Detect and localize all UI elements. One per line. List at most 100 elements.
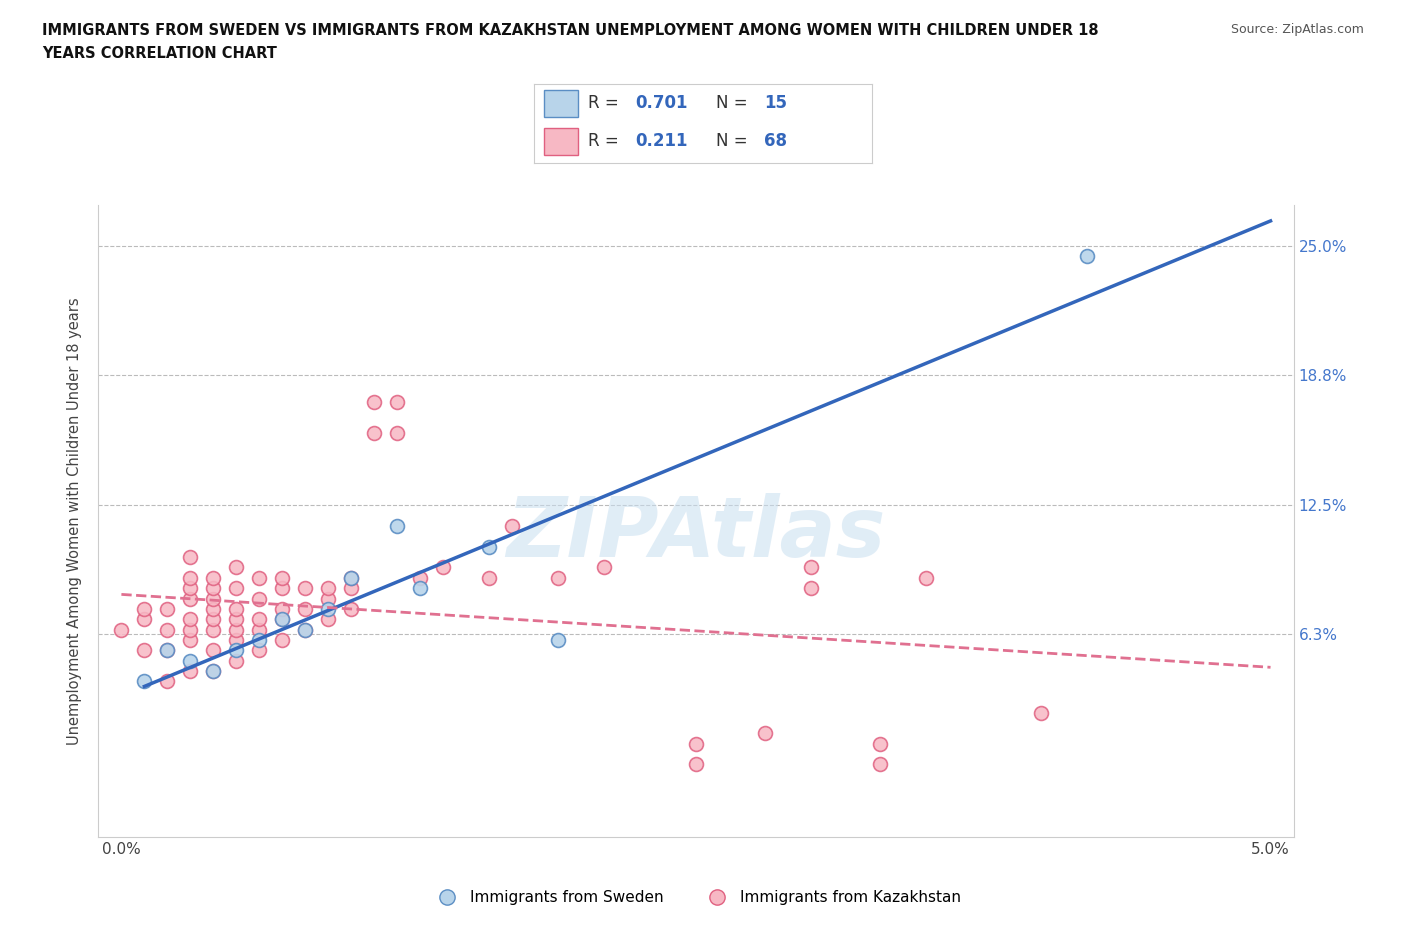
Point bbox=[869, 757, 891, 772]
Text: R =: R = bbox=[588, 95, 624, 113]
Point bbox=[179, 622, 201, 637]
Point bbox=[478, 570, 501, 585]
Point bbox=[179, 653, 201, 668]
Point bbox=[156, 643, 179, 658]
Point bbox=[271, 602, 294, 617]
Point bbox=[225, 580, 247, 595]
Point bbox=[340, 570, 363, 585]
Point bbox=[271, 612, 294, 627]
Point bbox=[179, 580, 201, 595]
Point bbox=[385, 519, 409, 534]
Bar bbox=[544, 128, 578, 155]
Point bbox=[225, 612, 247, 627]
Point bbox=[202, 664, 225, 679]
Point bbox=[179, 664, 201, 679]
Point bbox=[316, 602, 339, 617]
Point bbox=[294, 602, 316, 617]
Point bbox=[294, 622, 316, 637]
Point bbox=[225, 632, 247, 647]
Point bbox=[247, 643, 270, 658]
Text: 0.701: 0.701 bbox=[636, 95, 688, 113]
Point bbox=[363, 394, 385, 409]
Point bbox=[247, 570, 270, 585]
Point bbox=[294, 622, 316, 637]
Point bbox=[247, 632, 270, 647]
Text: R =: R = bbox=[588, 132, 624, 151]
Point bbox=[271, 632, 294, 647]
Point bbox=[869, 737, 891, 751]
Bar bbox=[544, 90, 578, 117]
Point bbox=[225, 602, 247, 617]
Point bbox=[156, 622, 179, 637]
Point bbox=[271, 570, 294, 585]
Legend: Immigrants from Sweden, Immigrants from Kazakhstan: Immigrants from Sweden, Immigrants from … bbox=[425, 884, 967, 911]
Point bbox=[134, 602, 156, 617]
Point bbox=[225, 643, 247, 658]
Point bbox=[225, 622, 247, 637]
Point bbox=[225, 653, 247, 668]
Point bbox=[593, 560, 616, 575]
Text: 15: 15 bbox=[763, 95, 787, 113]
Point bbox=[179, 612, 201, 627]
Point bbox=[179, 591, 201, 606]
Point bbox=[271, 580, 294, 595]
Point bbox=[247, 622, 270, 637]
Point bbox=[202, 664, 225, 679]
Point bbox=[202, 570, 225, 585]
Point bbox=[225, 560, 247, 575]
Text: ZIPAtlas: ZIPAtlas bbox=[506, 493, 886, 574]
Point bbox=[156, 602, 179, 617]
Point bbox=[134, 612, 156, 627]
Point bbox=[754, 726, 776, 741]
Point bbox=[179, 550, 201, 565]
Y-axis label: Unemployment Among Women with Children Under 18 years: Unemployment Among Women with Children U… bbox=[67, 297, 83, 745]
Text: IMMIGRANTS FROM SWEDEN VS IMMIGRANTS FROM KAZAKHSTAN UNEMPLOYMENT AMONG WOMEN WI: IMMIGRANTS FROM SWEDEN VS IMMIGRANTS FRO… bbox=[42, 23, 1099, 38]
Text: N =: N = bbox=[717, 95, 754, 113]
Point bbox=[156, 643, 179, 658]
Point bbox=[202, 580, 225, 595]
Point bbox=[432, 560, 454, 575]
Point bbox=[547, 632, 569, 647]
Point bbox=[202, 612, 225, 627]
Point bbox=[501, 519, 523, 534]
Text: 68: 68 bbox=[763, 132, 787, 151]
Point bbox=[110, 622, 132, 637]
Point bbox=[179, 632, 201, 647]
Text: N =: N = bbox=[717, 132, 754, 151]
Point bbox=[385, 425, 409, 440]
Point bbox=[385, 394, 409, 409]
Point bbox=[156, 674, 179, 689]
Point bbox=[202, 622, 225, 637]
Point bbox=[134, 674, 156, 689]
Point bbox=[202, 591, 225, 606]
Point bbox=[340, 602, 363, 617]
Point bbox=[294, 580, 316, 595]
Point bbox=[409, 570, 432, 585]
Point bbox=[316, 580, 339, 595]
Point bbox=[202, 602, 225, 617]
Point bbox=[340, 570, 363, 585]
Text: 0.211: 0.211 bbox=[636, 132, 688, 151]
Point bbox=[316, 612, 339, 627]
Point bbox=[247, 612, 270, 627]
Point bbox=[800, 560, 823, 575]
Text: Source: ZipAtlas.com: Source: ZipAtlas.com bbox=[1230, 23, 1364, 36]
Point bbox=[800, 580, 823, 595]
Point bbox=[247, 591, 270, 606]
Point bbox=[316, 591, 339, 606]
Point bbox=[179, 570, 201, 585]
Point bbox=[685, 737, 707, 751]
Point bbox=[547, 570, 569, 585]
Point bbox=[1029, 705, 1052, 720]
Point bbox=[363, 425, 385, 440]
Point bbox=[409, 580, 432, 595]
Point bbox=[202, 643, 225, 658]
Point bbox=[478, 539, 501, 554]
Point bbox=[134, 643, 156, 658]
Point bbox=[685, 757, 707, 772]
Point bbox=[1076, 249, 1098, 264]
Point bbox=[914, 570, 936, 585]
Text: YEARS CORRELATION CHART: YEARS CORRELATION CHART bbox=[42, 46, 277, 61]
Point bbox=[271, 612, 294, 627]
Point bbox=[340, 580, 363, 595]
